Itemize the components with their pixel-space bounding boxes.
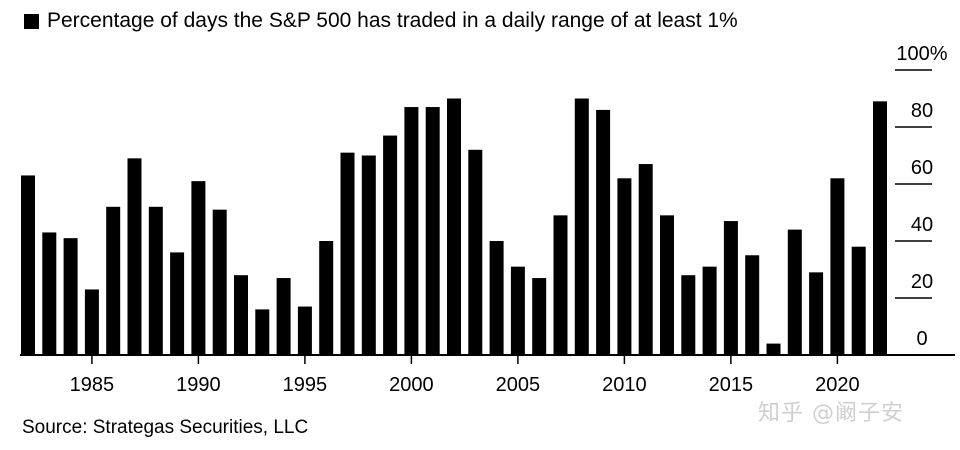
bar-2007: [553, 215, 568, 355]
bar-2021: [851, 246, 866, 355]
x-tick-label: 1985: [70, 374, 115, 396]
y-tick-label: 20: [911, 271, 933, 293]
bar-2010: [617, 178, 632, 355]
legend-label: Percentage of days the S&P 500 has trade…: [47, 9, 738, 32]
bar-2012: [660, 215, 674, 355]
bar-2005: [510, 266, 525, 355]
x-tick-label: 2015: [709, 374, 754, 396]
bar-1997: [340, 152, 355, 355]
x-tick-label: 2005: [496, 374, 541, 396]
y-tick-label: 0: [916, 328, 927, 350]
bar-2018: [787, 229, 802, 355]
bar-2000: [404, 107, 419, 355]
y-tick-label: 100%: [896, 43, 947, 65]
bar-1990: [191, 181, 206, 355]
bar-1994: [276, 278, 291, 355]
bar-1983: [42, 232, 57, 355]
source-note: Source: Strategas Securities, LLC: [22, 417, 309, 438]
bar-2009: [596, 109, 611, 356]
x-tick-label: 2000: [389, 374, 434, 396]
bar-1986: [106, 206, 121, 355]
bar-2022: [873, 101, 887, 355]
bar-2014: [702, 266, 717, 355]
bar-1999: [383, 135, 398, 355]
bar-2013: [681, 275, 696, 355]
bar-1989: [170, 252, 185, 355]
bar-2001: [425, 107, 440, 355]
bar-2016: [745, 255, 760, 355]
bar-1984: [63, 238, 78, 355]
bar-2006: [532, 278, 547, 355]
bar-1982: [21, 175, 35, 355]
bar-1996: [319, 241, 334, 355]
bar-1995: [297, 306, 312, 355]
bar-1992: [234, 275, 248, 355]
bar-2019: [809, 272, 824, 355]
bar-1991: [212, 209, 227, 355]
bar-2015: [723, 221, 738, 355]
legend-swatch: [24, 13, 39, 29]
bar-1993: [255, 309, 270, 355]
bar-2017: [766, 343, 781, 355]
bar-1987: [127, 158, 142, 355]
bar-2011: [638, 164, 653, 355]
y-tick-label: 60: [911, 157, 933, 179]
bar-1985: [84, 289, 99, 355]
x-tick-label: 2020: [815, 374, 860, 396]
y-tick-label: 40: [911, 214, 933, 236]
y-tick-label: 80: [911, 100, 933, 122]
bar-2002: [447, 98, 461, 355]
watermark: 知乎 @阚子安: [758, 401, 904, 426]
x-tick-label: 1995: [283, 374, 328, 396]
x-tick-label: 1990: [176, 374, 221, 396]
bar-2004: [489, 241, 504, 355]
bar-2020: [830, 178, 845, 355]
bar-1998: [361, 155, 376, 355]
bar-1988: [148, 206, 163, 355]
bar-2003: [468, 149, 483, 355]
x-tick-label: 2010: [602, 374, 647, 396]
bar-2008: [574, 98, 589, 355]
legend: Percentage of days the S&P 500 has trade…: [24, 9, 738, 33]
